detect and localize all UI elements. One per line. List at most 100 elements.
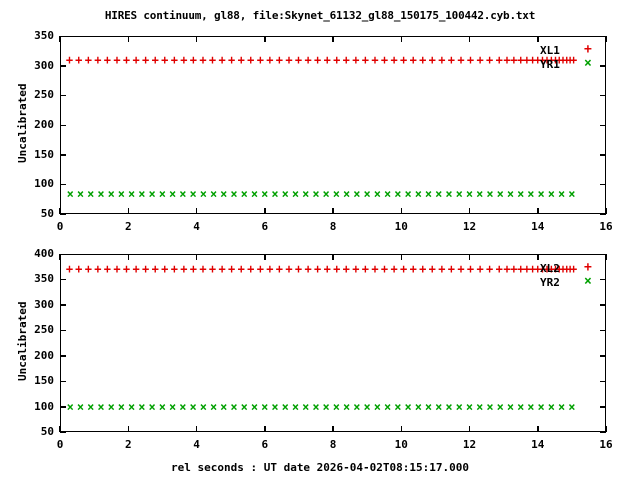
- x-axis-tick: [605, 36, 607, 42]
- x-axis-tick: [400, 254, 402, 260]
- y-axis-tick: [60, 183, 66, 186]
- y-axis-tick: [60, 431, 66, 433]
- x-axis-tick-label: 0: [56, 220, 64, 233]
- y-axis-tick: [600, 304, 606, 306]
- y-axis-tick-label: 50: [40, 425, 54, 438]
- legend-label-xl2: XL2: [540, 262, 560, 275]
- y-axis-tick: [60, 278, 66, 281]
- x-axis-tick-label: 8: [329, 438, 337, 451]
- y-axis-tick: [600, 35, 606, 37]
- y-axis-tick-label: 50: [40, 207, 54, 220]
- y-axis-tick: [60, 94, 66, 97]
- x-axis-tick-label: 2: [124, 220, 132, 233]
- x-axis-tick-label: 4: [193, 438, 200, 451]
- legend-marker-xl2: +: [584, 260, 592, 275]
- y-axis-tick-label: 250: [34, 323, 54, 337]
- x-axis-tick: [332, 426, 334, 432]
- x-axis-tick-label: 14: [531, 438, 545, 451]
- y-axis-tick-label: 200: [34, 118, 54, 131]
- y-axis-tick: [600, 380, 606, 383]
- x-axis-label: rel seconds : UT date 2026-04-02T08:15:1…: [170, 461, 469, 474]
- y-axis-tick: [600, 355, 606, 357]
- x-axis-tick: [468, 254, 471, 260]
- legend-label-yr2: YR2: [540, 276, 560, 289]
- x-axis-tick-label: 16: [599, 220, 613, 233]
- y-axis-tick: [60, 124, 66, 126]
- x-axis-tick: [127, 36, 129, 42]
- x-axis-tick-label: 6: [261, 220, 269, 233]
- x-axis-tick: [400, 36, 402, 42]
- y-axis-tick-label: 150: [34, 374, 54, 388]
- x-axis-tick: [59, 36, 61, 42]
- x-axis-tick: [59, 254, 61, 260]
- x-axis-tick-label: 12: [462, 220, 477, 233]
- y-axis-tick: [60, 65, 66, 67]
- y-axis-tick-label: 100: [34, 177, 54, 191]
- x-axis-tick: [605, 426, 607, 432]
- y-axis-tick: [600, 329, 606, 332]
- x-axis-tick: [195, 426, 198, 432]
- x-axis-tick: [127, 254, 129, 260]
- x-axis-tick-label: 6: [261, 438, 269, 451]
- y-axis-tick-label: 400: [34, 247, 54, 260]
- x-axis-tick-label: 10: [394, 220, 408, 233]
- y-axis-tick: [60, 213, 66, 215]
- y-axis-tick: [600, 253, 606, 255]
- y-axis-tick: [600, 213, 606, 215]
- x-axis-tick: [127, 426, 129, 432]
- x-axis-tick: [59, 426, 61, 432]
- x-axis-tick: [264, 36, 266, 42]
- x-axis-tick: [332, 36, 334, 42]
- legend-marker-yr1: ×: [584, 56, 592, 71]
- x-axis-tick: [605, 208, 607, 214]
- x-axis-tick: [468, 426, 471, 432]
- y-axis-tick-label: 350: [34, 29, 54, 42]
- x-axis-tick: [264, 254, 266, 260]
- x-axis-tick: [537, 36, 539, 42]
- x-axis-tick: [468, 208, 471, 214]
- x-axis-tick-label: 10: [394, 438, 408, 451]
- y-axis-tick-label: 350: [34, 272, 54, 286]
- y-axis-tick-label: 300: [34, 297, 54, 311]
- y-axis-tick-label: 300: [34, 58, 54, 72]
- y-axis-tick: [600, 406, 606, 408]
- x-axis-tick: [332, 208, 334, 214]
- x-axis-tick: [400, 208, 402, 214]
- x-axis-tick: [332, 254, 334, 260]
- legend-label-yr1: YR1: [540, 58, 560, 71]
- y-axis-tick: [60, 253, 66, 255]
- y-axis-tick: [60, 304, 66, 306]
- y-axis-tick: [600, 431, 606, 433]
- x-axis-tick: [468, 36, 471, 42]
- x-axis-tick-label: 16: [599, 438, 613, 451]
- x-axis-tick: [537, 426, 539, 432]
- y-axis-tick: [60, 355, 66, 357]
- y-axis-tick-label: 100: [34, 399, 54, 413]
- y-axis-tick: [60, 154, 66, 156]
- y-axis-label: Uncalibrated: [16, 301, 29, 381]
- y-axis-tick-label: 200: [34, 348, 54, 362]
- x-axis-tick: [264, 208, 266, 214]
- x-axis-tick: [195, 36, 198, 42]
- x-axis-tick: [264, 426, 266, 432]
- y-axis-tick: [600, 183, 606, 186]
- x-axis-tick: [605, 254, 607, 260]
- x-axis-tick-label: 2: [124, 438, 132, 451]
- x-axis-tick-label: 14: [531, 220, 545, 233]
- x-axis-tick-label: 4: [193, 220, 200, 233]
- y-axis-tick: [600, 154, 606, 156]
- y-axis-tick: [60, 329, 66, 332]
- page-title: HIRES continuum, gl88, file:Skynet_61132…: [104, 9, 536, 22]
- y-axis-tick: [600, 124, 606, 126]
- y-axis-tick: [60, 380, 66, 383]
- y-axis-tick-label: 150: [34, 147, 54, 161]
- x-axis-tick-label: 8: [329, 220, 337, 233]
- x-axis-tick: [537, 254, 539, 260]
- x-axis-tick: [537, 208, 539, 214]
- legend-label-xl1: XL1: [540, 44, 560, 57]
- x-axis-tick: [195, 254, 198, 260]
- y-axis-tick-label: 250: [34, 88, 54, 102]
- x-axis-tick: [195, 208, 198, 214]
